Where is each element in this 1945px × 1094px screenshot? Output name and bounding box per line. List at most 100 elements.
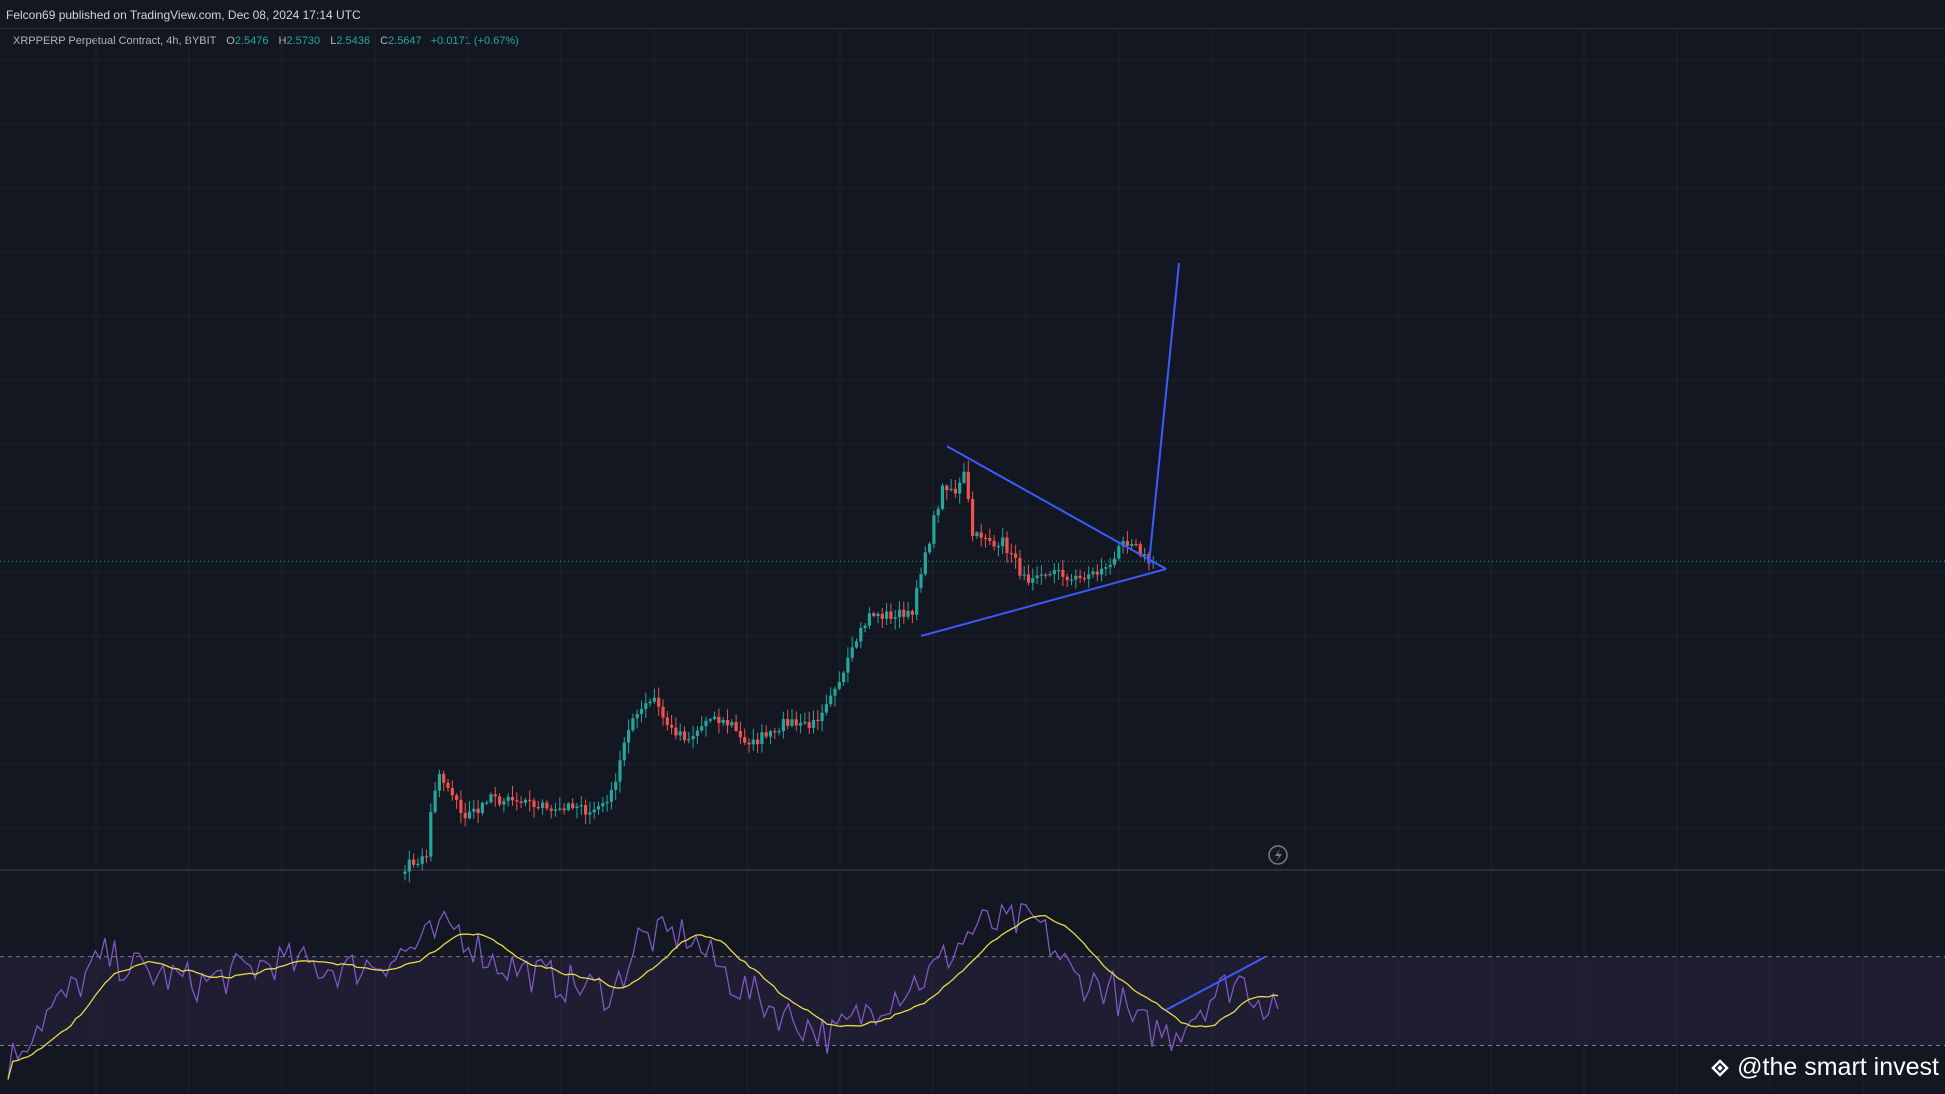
candle-body [928,543,932,553]
change-value: +0.0171 (+0.67%) [430,35,519,47]
candle-body [420,856,424,864]
candle-body [695,730,699,737]
projection-line [1147,262,1180,565]
high-value: 2.5730 [286,35,321,47]
candle-body [609,789,613,802]
candle-body [596,806,601,810]
candle-body [459,799,463,814]
candle-body [485,802,489,804]
publish-header: Felcon69 published on TradingView.com, D… [0,0,1945,29]
candle-body [532,800,536,808]
candle-body [756,739,760,745]
watermark: @the smart invest [1707,1053,1939,1082]
candle-body [1039,574,1043,576]
candle-body [523,799,527,803]
chart-grid [0,30,1945,1094]
candle-body [661,706,665,718]
candle-body [644,703,648,709]
candle-body [627,730,631,743]
candle-body [1134,543,1138,546]
candle-body [794,719,798,726]
drawings-layer [920,262,1180,637]
candle-body [721,719,725,724]
candle-body [915,587,919,615]
candle-body [515,800,519,802]
candle-body [1112,558,1117,565]
candle-body [872,613,876,616]
candle-body [416,863,420,866]
publish-info: Felcon69 published on TradingView.com, D… [6,8,361,22]
candle-body [799,722,803,726]
candle-body [700,726,704,731]
candle-body [1026,574,1031,583]
rsi-ma-line [7,914,1279,1080]
candle-body [545,802,549,809]
candle-body [463,813,467,819]
candle-body [1125,541,1129,546]
candle-body [592,809,596,813]
candle-body [1100,568,1104,575]
candle-body [1005,537,1009,553]
candle-body [992,540,996,547]
candle-body [1130,543,1134,546]
candle-body [850,647,854,658]
candle-body [962,471,966,483]
low-value: 2.5436 [336,35,370,47]
candle-body [953,488,957,494]
candle-body [949,488,953,491]
candle-body [786,719,790,726]
candle-body [867,613,871,626]
close-label: C [380,35,389,47]
candle-body [837,682,841,689]
candle-body [777,731,781,733]
candle-body [1031,578,1035,583]
candle-body [687,739,691,741]
candle-body [601,803,605,807]
candle-body [682,731,687,741]
candle-body [648,701,652,704]
candle-body [751,739,755,745]
candle-body [734,722,738,731]
candle-body [803,722,807,724]
candle-body [764,732,768,737]
candle-body [760,732,764,745]
candle-body [403,871,407,874]
candle-body [833,688,837,696]
candle-body [1095,571,1099,575]
candle-body [437,773,441,791]
candle-body [781,719,785,732]
candle-body [579,804,583,807]
candle-body [966,471,970,500]
candle-body [747,742,751,745]
candle-body [1052,570,1056,575]
candle-body [631,718,635,731]
candle-body [528,799,532,801]
candle-body [704,720,708,727]
candle-body [571,803,575,808]
candle-body [467,811,472,819]
candle-body [846,657,850,673]
candle-body [1044,574,1048,576]
candle-body [1074,575,1078,580]
watermark-text: @the smart invest [1737,1053,1939,1081]
candle-body [584,804,588,815]
lightning-icon[interactable] [1268,845,1288,865]
candle-body [859,627,863,642]
candle-body [906,610,910,617]
candle-body [1117,546,1121,559]
low-label: L [330,35,337,47]
lightning-icon-bolt [1275,849,1282,862]
candle-body [549,808,553,811]
symbol-title[interactable]: XRPPERP Perpetual Contract, 4h, BYBIT [13,35,217,47]
candle-body [558,808,562,810]
symbol-legend: XRPPERP Perpetual Contract, 4h, BYBIT O2… [13,35,519,47]
candle-body [506,796,510,801]
candle-body [1048,574,1052,576]
candle-body [498,796,502,805]
candle-body [562,808,566,811]
lightning-icon-ring [1268,845,1288,865]
candle-body [614,781,618,790]
candle-body [983,537,988,539]
candle-body [971,499,975,536]
